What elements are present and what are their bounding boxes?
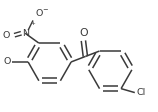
Text: Cl: Cl [137, 88, 146, 97]
Text: O: O [79, 28, 88, 38]
Text: $^{+}$: $^{+}$ [30, 20, 36, 29]
Text: O$^{-}$: O$^{-}$ [35, 7, 49, 18]
Text: O: O [3, 57, 10, 66]
Text: O: O [2, 31, 9, 40]
Text: N: N [22, 29, 29, 38]
